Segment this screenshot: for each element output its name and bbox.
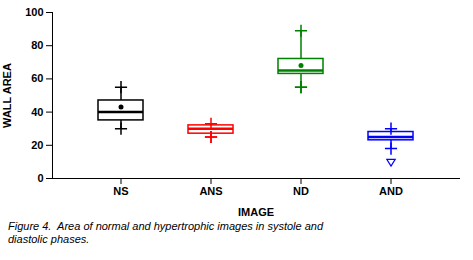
svg-text:AND: AND [379,185,403,197]
svg-text:0: 0 [37,172,43,184]
svg-text:WALL AREA: WALL AREA [1,63,13,128]
svg-text:ND: ND [293,185,309,197]
html-text:Figure 4. Area of normal and h: Figure 4. Area of normal and hypertrophi… [8,220,324,246]
svg-text:IMAGE: IMAGE [238,206,274,218]
svg-text:60: 60 [31,72,43,84]
svg-text:20: 20 [31,139,43,151]
svg-text:80: 80 [31,39,43,51]
svg-text:40: 40 [31,106,43,118]
svg-text:NS: NS [113,185,128,197]
svg-text:100: 100 [25,6,43,18]
svg-text:ANS: ANS [199,185,222,197]
